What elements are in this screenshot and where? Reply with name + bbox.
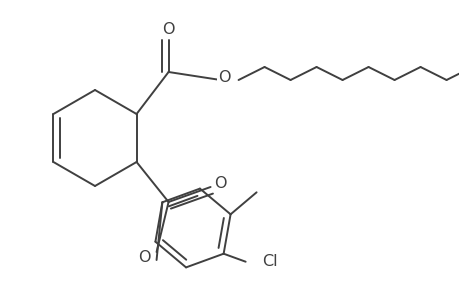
Text: O: O <box>214 176 226 190</box>
Text: O: O <box>162 22 174 38</box>
Text: O: O <box>138 250 151 266</box>
Text: O: O <box>218 70 230 86</box>
Text: Cl: Cl <box>261 254 277 269</box>
